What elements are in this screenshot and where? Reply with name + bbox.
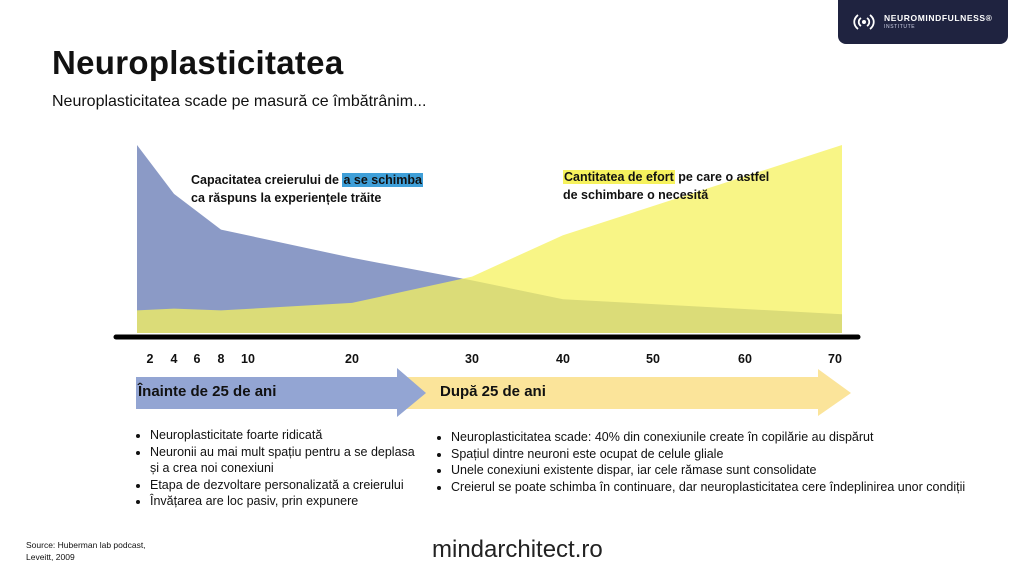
brain-waves-icon <box>853 14 875 30</box>
after-25-label: După 25 de ani <box>440 383 546 400</box>
plasticity-area <box>137 145 842 333</box>
before-25-bullet: Neuroplasticitate foarte ridicată <box>150 427 420 444</box>
x-tick-label: 8 <box>217 352 225 366</box>
effort-annotation: Cantitatea de efort pe care o astfel de … <box>563 168 783 204</box>
x-tick-label: 60 <box>738 352 752 366</box>
before-25-bullet: Învățarea are loc pasiv, prin expunere <box>150 493 420 510</box>
after-25-bullets: Neuroplasticitatea scade: 40% din conexi… <box>437 429 981 495</box>
before-25-label: Înainte de 25 de ani <box>138 383 277 400</box>
x-tick-label: 30 <box>465 352 479 366</box>
x-tick-label: 20 <box>345 352 359 366</box>
annotation-text: pe care o astfel de schimbare o necesită <box>563 170 770 202</box>
annotation-text: ca răspuns la experiențele trăite <box>191 191 382 205</box>
before-25-arrow <box>136 368 426 417</box>
x-tick-label: 50 <box>646 352 660 366</box>
before-25-bullet: Neuronii au mai mult spațiu pentru a se … <box>150 444 420 477</box>
after-25-bullet: Creierul se poate schimba în continuare,… <box>451 479 981 496</box>
effort-area <box>137 145 842 333</box>
after-25-bullet: Spațiul dintre neuroni este ocupat de ce… <box>451 446 981 463</box>
x-tick-label: 4 <box>170 352 178 366</box>
x-tick-label: 6 <box>193 352 201 366</box>
brand-name: NEUROMINDFULNESS® <box>884 13 993 24</box>
x-tick-label: 70 <box>828 352 842 366</box>
before-25-bullet: Etapa de dezvoltare personalizată a crei… <box>150 477 420 494</box>
after-25-bullet: Neuroplasticitatea scade: 40% din conexi… <box>451 429 981 446</box>
page-subtitle: Neuroplasticitatea scade pe masură ce îm… <box>52 93 427 110</box>
x-tick-label: 10 <box>241 352 255 366</box>
highlight-effort: Cantitatea de efort <box>563 170 675 184</box>
after-25-bullet: Unele conexiuni existente dispar, iar ce… <box>451 462 981 479</box>
brand-logo: NEUROMINDFULNESS® INSTITUTE <box>838 0 1008 44</box>
before-25-bullets: Neuroplasticitate foarte ridicatăNeuroni… <box>136 427 420 510</box>
x-tick-label: 40 <box>556 352 570 366</box>
brand-sub: INSTITUTE <box>884 23 916 30</box>
x-tick-label: 2 <box>146 352 154 366</box>
source-note: Source: Huberman lab podcast, Leveitt, 2… <box>26 540 146 562</box>
brain-change-annotation: Capacitatea creierului de a se schimba c… <box>191 171 461 207</box>
site-footer: mindarchitect.ro <box>432 536 603 563</box>
page-title: Neuroplasticitatea <box>52 44 344 81</box>
after-25-arrow <box>400 369 851 416</box>
annotation-text: Capacitatea creierului de <box>191 173 343 187</box>
highlight-change: a se schimba <box>342 173 423 187</box>
